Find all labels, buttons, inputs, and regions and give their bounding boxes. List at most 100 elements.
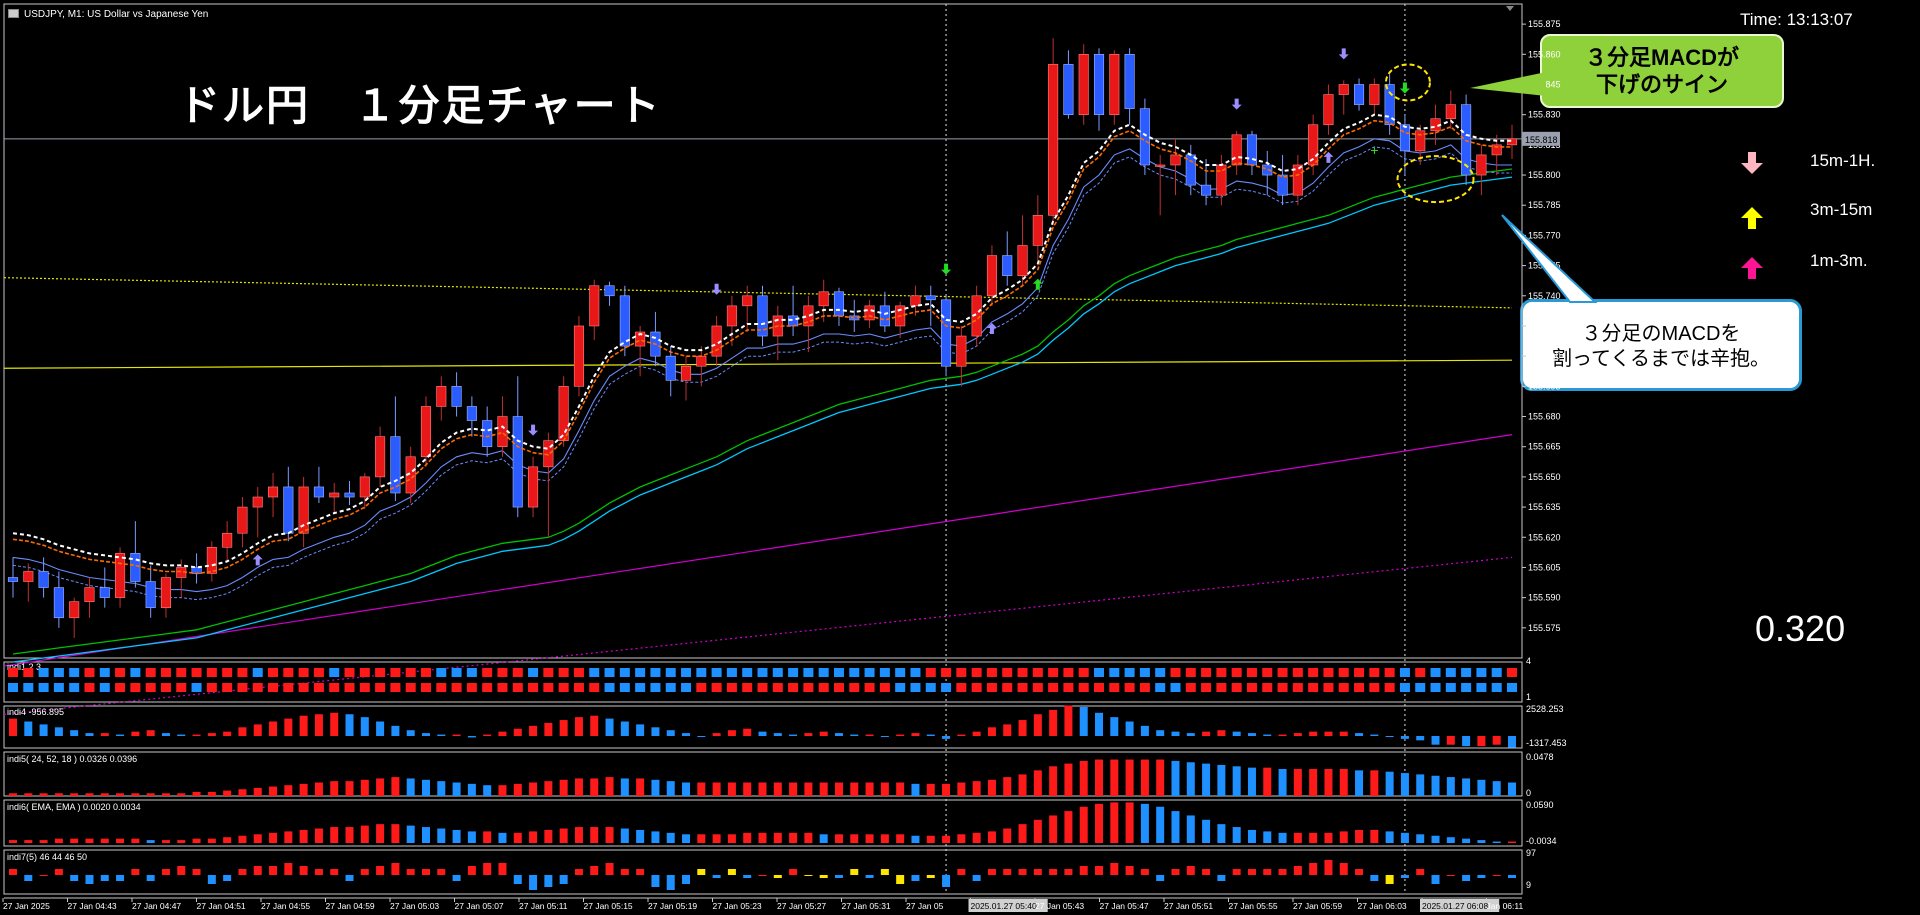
indi1-square-top [283,668,294,677]
indi1-square-top [69,668,80,677]
indi5-bar [773,782,782,796]
indi1-square-bottom [176,683,187,692]
indi4-bar [590,715,599,736]
indi7-bar [360,869,369,875]
indi7-bar [483,863,492,875]
indi7-bar [942,875,951,887]
indi4-bar [207,733,216,736]
indi1-square-bottom [1109,683,1120,692]
signal-arrow-down-green [941,263,952,275]
indi6-bar [544,829,553,843]
indi4-bar [1370,734,1379,736]
y-tick-label: 155.860 [1528,49,1561,59]
candle-body [283,486,294,534]
indi7-bar [987,869,996,875]
candle-body [69,601,80,619]
indi6-bar [421,827,430,843]
indi6-bar [1385,831,1394,843]
candle-body [359,476,370,498]
indi1-square-bottom [772,683,783,692]
indi1-square-bottom [650,683,661,692]
indi1-square-bottom [405,683,416,692]
indi7-bar [1186,866,1195,875]
indi4-bar [421,733,430,736]
candle-body [130,553,141,582]
server-time: Time: 13:13:07 [1740,10,1853,29]
indi4-bar [804,733,813,736]
pane-frame-indi7 [3,849,1523,895]
indi1-square-top [665,668,676,677]
indi7-bar [1110,863,1119,875]
highlight-ellipse-bottom [1396,155,1475,204]
indi1-square-top [1078,668,1089,677]
indi1-square-top [268,668,279,677]
indi4-bar [1477,736,1486,747]
indi1-square-top [711,668,722,677]
indi6-bar [834,834,843,843]
indi1-square-bottom [711,683,722,692]
ma-blue-dashed-line [12,146,1512,601]
indi1-square-top [1216,668,1227,677]
indi1-square-bottom [1384,683,1395,692]
y-tick-label: 155.620 [1528,532,1561,542]
indi6-bar [789,832,798,843]
indi4-bar [192,734,201,736]
indi4-bar [116,734,125,736]
indi4-bar [682,733,691,736]
indi7-bar [54,869,63,875]
indi1-square-top [344,668,355,677]
candle-body [1139,108,1150,166]
indi1-square-bottom [558,683,569,692]
indi1-square-top [941,668,952,677]
indi7-bar [1156,875,1165,881]
x-tick-label: 27 Jan 04:47 [132,901,181,911]
indi7-bar [1018,869,1027,875]
indi4-label: indi4 -956.895 [7,707,64,717]
indi1-square-bottom [451,683,462,692]
candle-body [1093,54,1105,115]
candle-body [405,456,416,494]
candle-body [313,486,324,498]
candle-body [864,305,875,321]
indi4-bar [697,736,706,737]
indi1-square-top [925,668,936,677]
signal-arrow-up-purple [252,554,263,566]
indi7-bar [1477,875,1486,878]
indi5-bar [421,779,430,796]
indi6-label: indi6( EMA, EMA ) 0.0020 0.0034 [7,802,141,812]
indi7-bar [1400,875,1409,878]
indi5-bar [544,781,553,796]
indi1-square-top [38,668,49,677]
indi7-bar [207,875,216,884]
indi1-square-bottom [986,683,997,692]
indi6-bar [9,840,17,843]
indi5-scale-bottom: 0 [1526,788,1531,798]
indi1-square-bottom [1354,683,1365,692]
indi4-bar [972,731,981,736]
highlight-ellipse-top [1384,63,1431,102]
indi1-square-top [99,668,110,677]
indi1-square-bottom [298,683,309,692]
indi4-bar [880,736,889,737]
indi4-bar [146,730,155,736]
indi1-square-top [466,668,477,677]
indi1-square-top [1399,668,1410,677]
indi6-bar [987,831,996,843]
indi5-bar [131,793,140,796]
indi5-bar [789,782,798,796]
indi7-bar [590,866,599,875]
indi5-bar [697,782,706,796]
macd-signal-callout: ３分足MACDが 下げのサイン [1540,34,1784,108]
window-menu-icon[interactable] [8,9,19,18]
indi7-bar [1385,875,1394,884]
indi4-bar [636,724,645,736]
indi4-bar [1446,736,1455,745]
indi7-bar [1125,866,1134,875]
indi4-scale-top: 2528.253 [1526,704,1564,714]
x-tick-label: 27 Jan 05:03 [390,901,439,911]
indi1-square-top [864,668,875,677]
indi6-bar [314,828,323,843]
indi6-bar [620,828,629,843]
indi1-square-bottom [237,683,248,692]
